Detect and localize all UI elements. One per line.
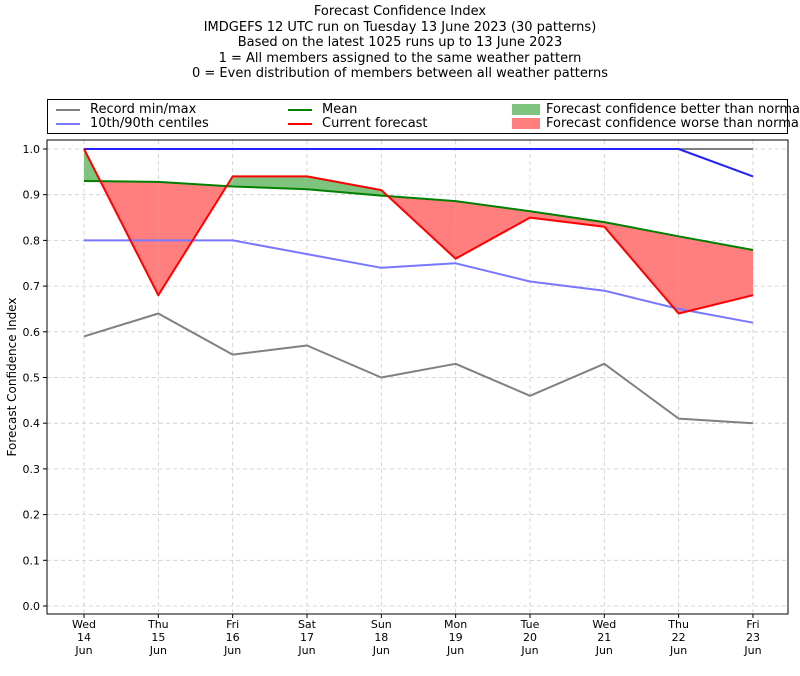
legend-swatch-record xyxy=(56,109,80,111)
fill-worse-than-normal xyxy=(455,201,530,259)
x-tick-label: Thu xyxy=(147,618,169,631)
legend-label-better: Forecast confidence better than normal xyxy=(546,102,800,117)
legend-swatch-centiles xyxy=(56,123,80,125)
x-tick-label: Jun xyxy=(297,644,315,657)
series-line-record-min xyxy=(83,312,754,425)
x-tick-label: Sun xyxy=(371,618,392,631)
x-tick-label: Fri xyxy=(226,618,239,631)
x-tick-label: Tue xyxy=(520,618,540,631)
x-tick-label: Jun xyxy=(743,644,761,657)
x-tick-label: Jun xyxy=(520,644,538,657)
fill-better-than-normal xyxy=(307,176,382,196)
x-tick-label: 21 xyxy=(597,631,611,644)
series-lines xyxy=(83,148,754,425)
x-tick-label: Mon xyxy=(444,618,467,631)
y-tick-label: 0.9 xyxy=(23,189,41,202)
x-tick-label: 14 xyxy=(77,631,91,644)
fill-worse-than-normal xyxy=(530,211,605,227)
x-tick-label: 16 xyxy=(226,631,240,644)
x-tick-label: Thu xyxy=(667,618,689,631)
y-tick-label: 0.8 xyxy=(23,234,41,247)
y-tick-label: 0.7 xyxy=(23,280,41,293)
y-tick-label: 0.4 xyxy=(23,417,41,430)
fill-better-than-normal xyxy=(232,176,307,190)
x-tick-label: Fri xyxy=(746,618,759,631)
chart-subtitle-based-on: Based on the latest 1025 runs up to 13 J… xyxy=(237,35,563,50)
x-tick-label: Jun xyxy=(149,644,167,657)
y-axis: 0.0 0.1 0.2 0.3 0.4 0.5 0.6 0.7 0.8 0.9 1.0 xyxy=(23,143,47,613)
x-tick-label: Jun xyxy=(372,644,390,657)
y-tick-label: 1.0 xyxy=(23,143,41,156)
legend-label-mean: Mean xyxy=(322,102,358,117)
x-tick-label: Jun xyxy=(446,644,464,657)
x-tick-label: Sat xyxy=(298,618,317,631)
y-tick-label: 0.1 xyxy=(23,554,41,567)
x-tick-label: 20 xyxy=(523,631,537,644)
x-tick-label: Jun xyxy=(595,644,613,657)
legend-label-worse: Forecast confidence worse than normal xyxy=(546,116,800,131)
legend-swatch-better xyxy=(512,104,540,115)
legend-label-record: Record min/max xyxy=(90,102,197,117)
chart-subtitle-run: IMDGEFS 12 UTC run on Tuesday 13 June 20… xyxy=(203,19,597,35)
series-line-mean xyxy=(83,180,754,251)
legend-label-centiles: 10th/90th centiles xyxy=(90,116,209,131)
x-tick-label: 23 xyxy=(746,631,760,644)
legend-swatch-current xyxy=(288,123,312,125)
y-tick-label: 0.5 xyxy=(23,372,41,385)
fill-worse-than-normal xyxy=(678,236,753,314)
x-axis: Wed14JunThu15JunFri16JunSat17JunSun18Jun… xyxy=(72,614,762,657)
chart-subtitle-one-meaning: 1 = All members assigned to the same wea… xyxy=(218,50,582,66)
series-line-10th-centile xyxy=(84,239,754,324)
legend-swatch-worse xyxy=(512,118,540,129)
legend-swatch-mean xyxy=(288,109,312,111)
x-tick-label: 22 xyxy=(672,631,686,644)
y-tick-label: 0.6 xyxy=(23,326,41,339)
series-line-90th-centile xyxy=(84,148,754,178)
chart-subtitle-zero-meaning: 0 = Even distribution of members between… xyxy=(191,66,609,81)
x-tick-label: Jun xyxy=(74,644,92,657)
x-tick-label: 15 xyxy=(151,631,165,644)
y-tick-label: 0.2 xyxy=(23,509,41,522)
x-tick-label: 17 xyxy=(300,631,314,644)
x-tick-label: 19 xyxy=(449,631,463,644)
x-tick-label: Jun xyxy=(669,644,687,657)
y-tick-label: 0.0 xyxy=(23,600,41,613)
y-axis-label: Forecast Confidence Index xyxy=(5,298,19,457)
x-tick-label: 18 xyxy=(374,631,388,644)
chart-legend: Record min/max 10th/90th centiles Mean C… xyxy=(47,99,800,134)
y-tick-label: 0.3 xyxy=(23,463,41,476)
series-line-current-forecast xyxy=(83,148,754,315)
chart-title-block: Forecast Confidence Index IMDGEFS 12 UTC… xyxy=(0,4,800,82)
x-tick-label: Wed xyxy=(72,618,96,631)
chart-title: Forecast Confidence Index xyxy=(313,4,487,19)
x-tick-label: Wed xyxy=(592,618,616,631)
x-tick-label: Jun xyxy=(223,644,241,657)
legend-label-current: Current forecast xyxy=(322,116,428,131)
